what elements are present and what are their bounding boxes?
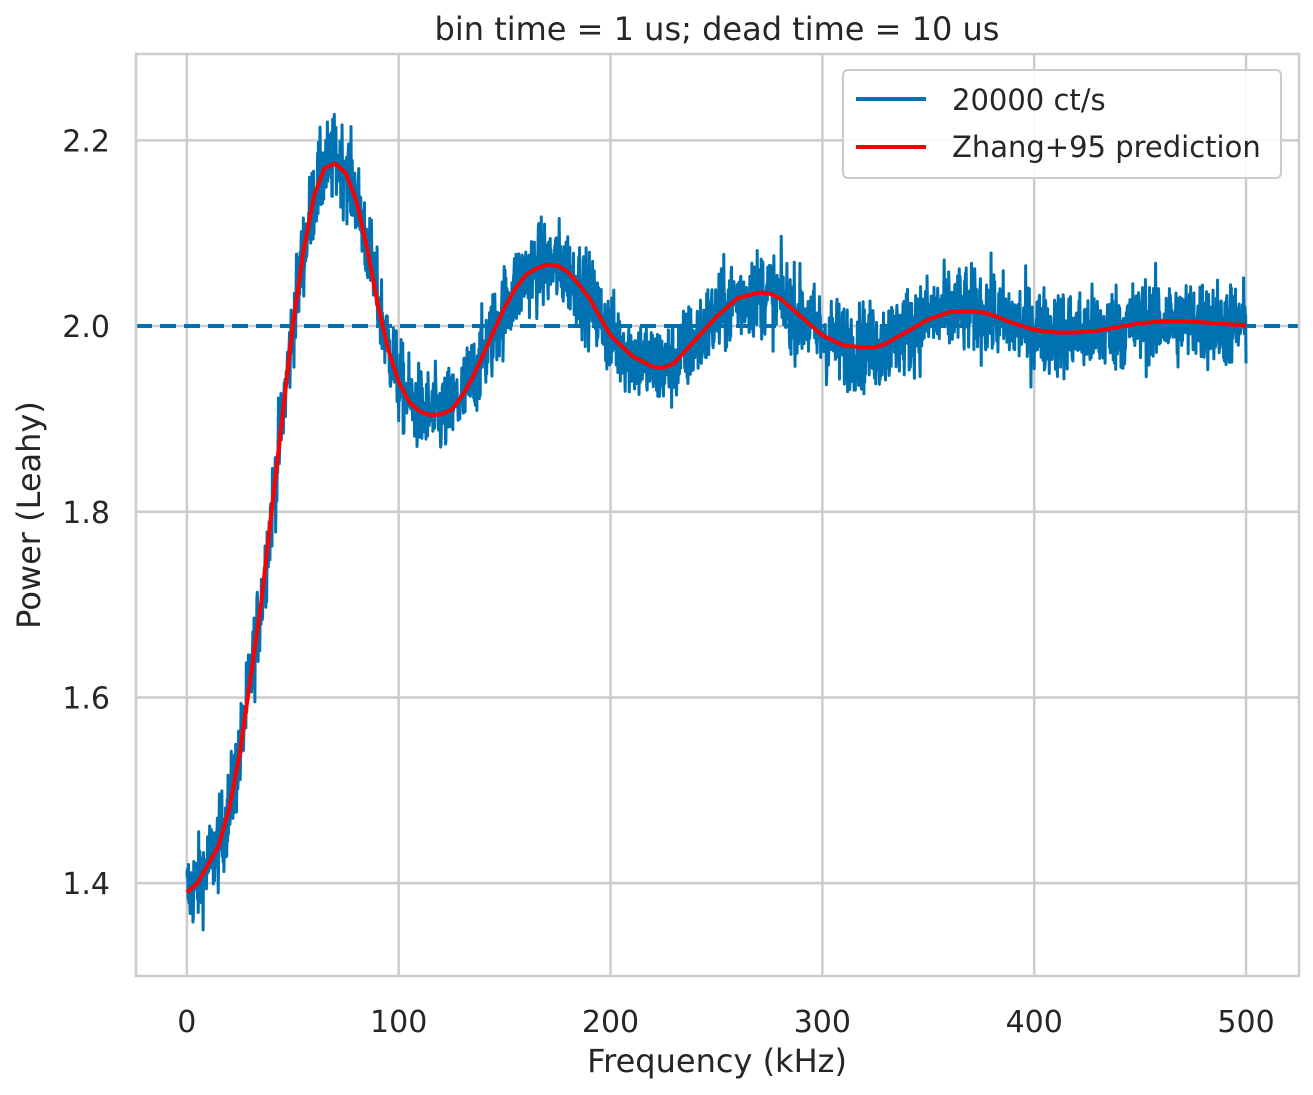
legend-label-series-1: 20000 ct/s — [952, 83, 1106, 117]
x-tick-label: 300 — [794, 1005, 851, 1040]
y-tick-label: 2.0 — [62, 310, 110, 345]
y-axis-ticks: 1.4 1.6 1.8 2.0 2.2 — [62, 124, 110, 902]
x-axis-ticks: 0 100 200 300 400 500 — [177, 1005, 1274, 1040]
y-tick-label: 1.8 — [62, 496, 110, 531]
plot-area — [136, 112, 1299, 932]
y-tick-label: 1.6 — [62, 681, 110, 716]
plot-frame — [134, 52, 1301, 978]
y-axis-title: Power (Leahy) — [10, 401, 48, 629]
y-tick-label: 1.4 — [62, 867, 110, 902]
legend-box — [842, 69, 1282, 179]
chart-title: bin time = 1 us; dead time = 10 us — [435, 10, 1000, 48]
x-tick-label: 400 — [1006, 1005, 1063, 1040]
y-tick-label: 2.2 — [62, 124, 110, 159]
x-axis-title: Frequency (kHz) — [587, 1042, 847, 1080]
legend: 20000 ct/s Zhang+95 prediction — [842, 69, 1282, 179]
x-tick-label: 100 — [370, 1005, 427, 1040]
series-layer — [136, 112, 1299, 932]
legend-label-series-2: Zhang+95 prediction — [952, 130, 1261, 164]
x-tick-label: 200 — [582, 1005, 639, 1040]
x-tick-label: 500 — [1217, 1005, 1274, 1040]
series-line-2 — [185, 161, 1247, 894]
x-tick-label: 0 — [177, 1005, 196, 1040]
